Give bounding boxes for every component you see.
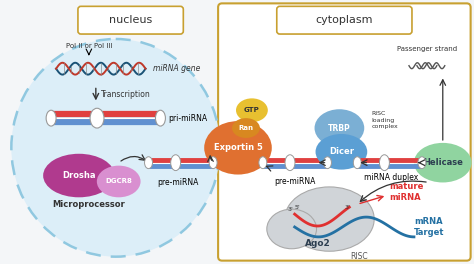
Ellipse shape: [418, 157, 426, 169]
Text: Ran: Ran: [238, 125, 254, 131]
Ellipse shape: [259, 157, 267, 169]
Text: Exportin 5: Exportin 5: [214, 143, 263, 152]
Text: mRNA
Target: mRNA Target: [414, 217, 445, 237]
Ellipse shape: [323, 157, 331, 169]
Text: mature
miRNA: mature miRNA: [389, 182, 423, 202]
Ellipse shape: [11, 39, 220, 257]
Text: pre-miRNA: pre-miRNA: [158, 178, 199, 187]
Text: 5': 5': [295, 205, 301, 210]
FancyBboxPatch shape: [218, 3, 471, 261]
Ellipse shape: [204, 121, 272, 175]
Text: miRNA duplex: miRNA duplex: [364, 173, 418, 182]
Ellipse shape: [232, 118, 260, 138]
Ellipse shape: [315, 109, 364, 147]
Ellipse shape: [155, 110, 165, 126]
Ellipse shape: [316, 134, 367, 169]
Ellipse shape: [267, 209, 317, 249]
Ellipse shape: [209, 157, 217, 169]
Text: RISC
loading
complex: RISC loading complex: [371, 111, 398, 129]
Text: Microprocessor: Microprocessor: [53, 200, 125, 209]
Ellipse shape: [90, 108, 104, 128]
Text: RISC: RISC: [350, 252, 368, 261]
Text: DGCR8: DGCR8: [105, 178, 132, 185]
Text: pre-miRNA: pre-miRNA: [274, 177, 315, 186]
Text: pri-miRNA: pri-miRNA: [168, 114, 208, 123]
Text: 3': 3': [345, 205, 350, 210]
Ellipse shape: [236, 98, 268, 122]
Text: TRBP: TRBP: [328, 124, 351, 133]
FancyBboxPatch shape: [78, 6, 183, 34]
Ellipse shape: [285, 187, 374, 251]
Ellipse shape: [43, 154, 115, 197]
Text: Transcription: Transcription: [101, 90, 151, 99]
Text: cytoplasm: cytoplasm: [316, 15, 373, 25]
Ellipse shape: [285, 155, 295, 171]
Ellipse shape: [97, 166, 141, 197]
Text: nucleus: nucleus: [109, 15, 152, 25]
Ellipse shape: [414, 143, 472, 182]
Ellipse shape: [46, 110, 56, 126]
Ellipse shape: [380, 155, 390, 171]
Text: 3': 3': [288, 207, 293, 212]
Text: miRNA gene: miRNA gene: [154, 64, 201, 73]
Text: GTP: GTP: [244, 107, 260, 113]
Text: Passenger strand: Passenger strand: [397, 46, 457, 52]
FancyBboxPatch shape: [277, 6, 412, 34]
Ellipse shape: [145, 157, 153, 169]
Text: Drosha: Drosha: [62, 171, 96, 180]
Ellipse shape: [171, 155, 181, 171]
Text: Helicase: Helicase: [423, 158, 463, 167]
Text: Ago2: Ago2: [305, 239, 330, 248]
Text: Pol II or Pol III: Pol II or Pol III: [66, 43, 112, 49]
Text: Dicer: Dicer: [329, 147, 354, 156]
Ellipse shape: [353, 157, 361, 169]
